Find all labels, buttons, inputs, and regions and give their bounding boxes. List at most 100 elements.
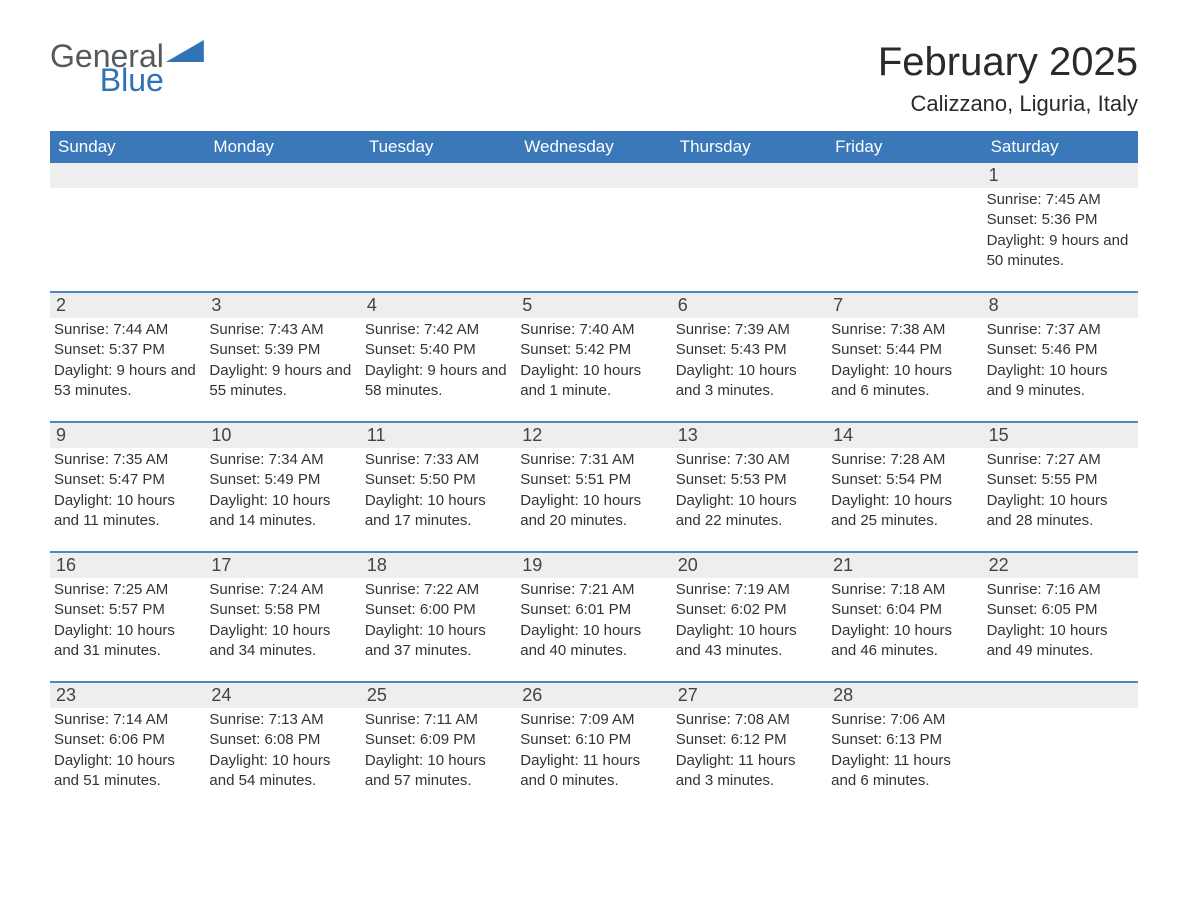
daylight-text: Daylight: 10 hours and 49 minutes. <box>987 621 1134 662</box>
calendar-day: 17Sunrise: 7:24 AMSunset: 5:58 PMDayligh… <box>205 553 360 667</box>
sunset-text: Sunset: 5:39 PM <box>209 340 356 360</box>
sunrise-text: Sunrise: 7:08 AM <box>676 710 823 730</box>
day-number: 2 <box>50 293 205 318</box>
sunrise-text: Sunrise: 7:42 AM <box>365 320 512 340</box>
sunset-text: Sunset: 5:53 PM <box>676 470 823 490</box>
day-content: Sunrise: 7:34 AMSunset: 5:49 PMDaylight:… <box>209 448 356 531</box>
calendar-day: 26Sunrise: 7:09 AMSunset: 6:10 PMDayligh… <box>516 683 671 797</box>
daylight-text: Daylight: 10 hours and 1 minute. <box>520 361 667 402</box>
week-row: 23Sunrise: 7:14 AMSunset: 6:06 PMDayligh… <box>50 681 1138 797</box>
daylight-text: Daylight: 10 hours and 25 minutes. <box>831 491 978 532</box>
daylight-text: Daylight: 10 hours and 14 minutes. <box>209 491 356 532</box>
weekday-wednesday: Wednesday <box>516 131 671 163</box>
day-content: Sunrise: 7:13 AMSunset: 6:08 PMDaylight:… <box>209 708 356 791</box>
logo: General Blue <box>50 40 206 96</box>
day-number: 25 <box>361 683 516 708</box>
day-number: 9 <box>50 423 205 448</box>
month-title: February 2025 <box>878 40 1138 85</box>
calendar-day <box>361 163 516 277</box>
calendar-day <box>50 163 205 277</box>
logo-text-blue: Blue <box>100 64 164 96</box>
daylight-text: Daylight: 10 hours and 31 minutes. <box>54 621 201 662</box>
calendar: Sunday Monday Tuesday Wednesday Thursday… <box>50 131 1138 797</box>
sunset-text: Sunset: 5:44 PM <box>831 340 978 360</box>
calendar-day <box>516 163 671 277</box>
day-content: Sunrise: 7:25 AMSunset: 5:57 PMDaylight:… <box>54 578 201 661</box>
day-content: Sunrise: 7:30 AMSunset: 5:53 PMDaylight:… <box>676 448 823 531</box>
sunset-text: Sunset: 5:51 PM <box>520 470 667 490</box>
sunset-text: Sunset: 6:10 PM <box>520 730 667 750</box>
day-content: Sunrise: 7:28 AMSunset: 5:54 PMDaylight:… <box>831 448 978 531</box>
sunrise-text: Sunrise: 7:09 AM <box>520 710 667 730</box>
sunset-text: Sunset: 6:05 PM <box>987 600 1134 620</box>
sunset-text: Sunset: 5:55 PM <box>987 470 1134 490</box>
sunrise-text: Sunrise: 7:19 AM <box>676 580 823 600</box>
sunrise-text: Sunrise: 7:06 AM <box>831 710 978 730</box>
day-number: 4 <box>361 293 516 318</box>
calendar-day <box>672 163 827 277</box>
daylight-text: Daylight: 10 hours and 43 minutes. <box>676 621 823 662</box>
sunset-text: Sunset: 5:40 PM <box>365 340 512 360</box>
calendar-day: 19Sunrise: 7:21 AMSunset: 6:01 PMDayligh… <box>516 553 671 667</box>
day-number <box>672 163 827 188</box>
daylight-text: Daylight: 10 hours and 22 minutes. <box>676 491 823 532</box>
sunset-text: Sunset: 5:47 PM <box>54 470 201 490</box>
weekday-thursday: Thursday <box>672 131 827 163</box>
calendar-day: 16Sunrise: 7:25 AMSunset: 5:57 PMDayligh… <box>50 553 205 667</box>
sunset-text: Sunset: 6:13 PM <box>831 730 978 750</box>
sunrise-text: Sunrise: 7:11 AM <box>365 710 512 730</box>
sunset-text: Sunset: 5:42 PM <box>520 340 667 360</box>
daylight-text: Daylight: 10 hours and 46 minutes. <box>831 621 978 662</box>
sunset-text: Sunset: 5:54 PM <box>831 470 978 490</box>
sunrise-text: Sunrise: 7:38 AM <box>831 320 978 340</box>
day-content: Sunrise: 7:06 AMSunset: 6:13 PMDaylight:… <box>831 708 978 791</box>
daylight-text: Daylight: 10 hours and 3 minutes. <box>676 361 823 402</box>
calendar-day: 5Sunrise: 7:40 AMSunset: 5:42 PMDaylight… <box>516 293 671 407</box>
day-number: 10 <box>205 423 360 448</box>
day-number: 13 <box>672 423 827 448</box>
sunrise-text: Sunrise: 7:28 AM <box>831 450 978 470</box>
day-content: Sunrise: 7:22 AMSunset: 6:00 PMDaylight:… <box>365 578 512 661</box>
calendar-day <box>205 163 360 277</box>
day-number: 8 <box>983 293 1138 318</box>
daylight-text: Daylight: 10 hours and 20 minutes. <box>520 491 667 532</box>
day-content: Sunrise: 7:44 AMSunset: 5:37 PMDaylight:… <box>54 318 201 401</box>
calendar-day: 28Sunrise: 7:06 AMSunset: 6:13 PMDayligh… <box>827 683 982 797</box>
calendar-day <box>827 163 982 277</box>
day-number <box>205 163 360 188</box>
day-number: 12 <box>516 423 671 448</box>
day-content: Sunrise: 7:24 AMSunset: 5:58 PMDaylight:… <box>209 578 356 661</box>
daylight-text: Daylight: 10 hours and 40 minutes. <box>520 621 667 662</box>
calendar-day: 3Sunrise: 7:43 AMSunset: 5:39 PMDaylight… <box>205 293 360 407</box>
day-number: 26 <box>516 683 671 708</box>
sunset-text: Sunset: 6:06 PM <box>54 730 201 750</box>
day-number: 15 <box>983 423 1138 448</box>
day-content: Sunrise: 7:42 AMSunset: 5:40 PMDaylight:… <box>365 318 512 401</box>
daylight-text: Daylight: 10 hours and 54 minutes. <box>209 751 356 792</box>
daylight-text: Daylight: 10 hours and 17 minutes. <box>365 491 512 532</box>
day-content: Sunrise: 7:31 AMSunset: 5:51 PMDaylight:… <box>520 448 667 531</box>
day-number: 27 <box>672 683 827 708</box>
sunset-text: Sunset: 6:09 PM <box>365 730 512 750</box>
day-content: Sunrise: 7:11 AMSunset: 6:09 PMDaylight:… <box>365 708 512 791</box>
daylight-text: Daylight: 11 hours and 3 minutes. <box>676 751 823 792</box>
daylight-text: Daylight: 10 hours and 34 minutes. <box>209 621 356 662</box>
calendar-day: 20Sunrise: 7:19 AMSunset: 6:02 PMDayligh… <box>672 553 827 667</box>
daylight-text: Daylight: 11 hours and 6 minutes. <box>831 751 978 792</box>
sunrise-text: Sunrise: 7:35 AM <box>54 450 201 470</box>
sunrise-text: Sunrise: 7:24 AM <box>209 580 356 600</box>
day-number <box>50 163 205 188</box>
sunrise-text: Sunrise: 7:18 AM <box>831 580 978 600</box>
calendar-day: 8Sunrise: 7:37 AMSunset: 5:46 PMDaylight… <box>983 293 1138 407</box>
day-number: 7 <box>827 293 982 318</box>
daylight-text: Daylight: 10 hours and 9 minutes. <box>987 361 1134 402</box>
calendar-day: 7Sunrise: 7:38 AMSunset: 5:44 PMDaylight… <box>827 293 982 407</box>
sunset-text: Sunset: 5:46 PM <box>987 340 1134 360</box>
calendar-day: 23Sunrise: 7:14 AMSunset: 6:06 PMDayligh… <box>50 683 205 797</box>
sunset-text: Sunset: 6:02 PM <box>676 600 823 620</box>
calendar-day: 15Sunrise: 7:27 AMSunset: 5:55 PMDayligh… <box>983 423 1138 537</box>
daylight-text: Daylight: 9 hours and 55 minutes. <box>209 361 356 402</box>
calendar-day: 12Sunrise: 7:31 AMSunset: 5:51 PMDayligh… <box>516 423 671 537</box>
day-number: 14 <box>827 423 982 448</box>
weekday-saturday: Saturday <box>983 131 1138 163</box>
